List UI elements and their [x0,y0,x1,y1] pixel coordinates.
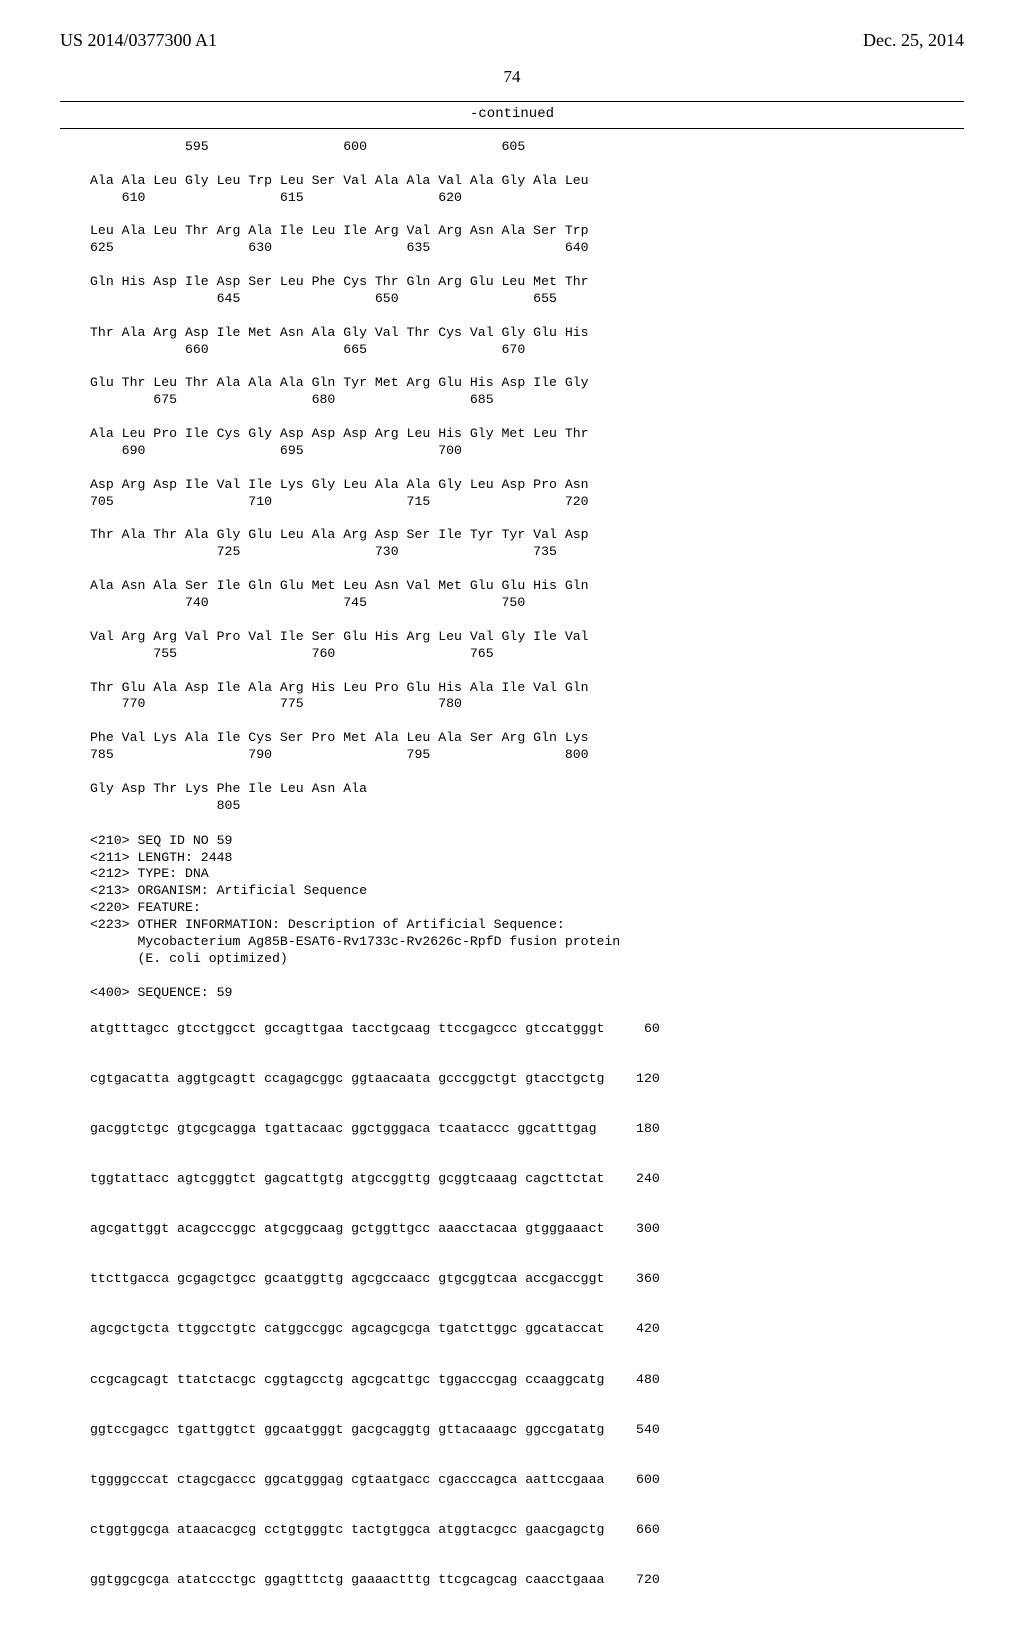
top-rule [60,101,964,102]
protein-sequence-block: 595 600 605 Ala Ala Leu Gly Leu Trp Leu … [90,139,964,815]
continued-label: -continued [60,106,964,122]
header-row: US 2014/0377300 A1 Dec. 25, 2014 [60,30,964,51]
sequence-metadata-block: <210> SEQ ID NO 59 <211> LENGTH: 2448 <2… [90,833,964,1002]
pub-number: US 2014/0377300 A1 [60,30,217,51]
top-rule-2 [60,128,964,129]
page-number: 74 [60,67,964,87]
pub-date: Dec. 25, 2014 [863,30,964,51]
page-container: US 2014/0377300 A1 Dec. 25, 2014 74 -con… [0,0,1024,1632]
nucleotide-sequence-block: atgtttagcc gtcctggcct gccagttgaa tacctgc… [90,1016,964,1593]
